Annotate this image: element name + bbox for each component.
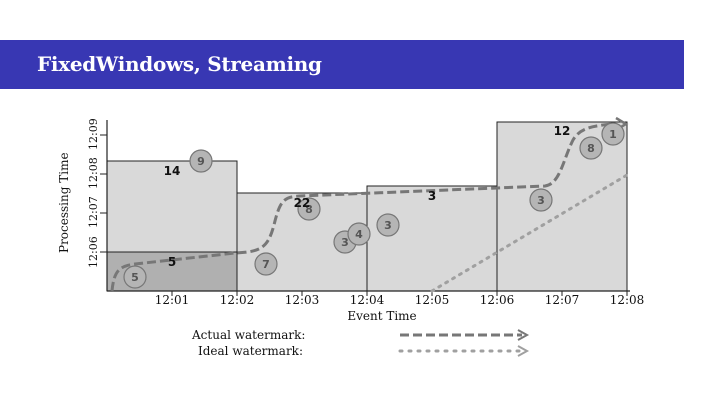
y-tick-label: 12:09 [87, 118, 100, 150]
title-bar: FixedWindows, Streaming [0, 40, 684, 89]
x-tick-label: 12:02 [220, 293, 255, 307]
x-tick-label: 12:07 [545, 293, 580, 307]
data-point-label: 3 [341, 236, 349, 249]
x-tick-label: 12:04 [350, 293, 385, 307]
legend-label-ideal: Ideal watermark: [198, 344, 303, 358]
data-point-label: 8 [305, 203, 313, 216]
x-tick-label: 12:03 [285, 293, 320, 307]
x-axis-label: Event Time [347, 309, 416, 323]
actual-watermark-line [110, 122, 613, 292]
y-tick-label: 12:07 [87, 196, 100, 228]
data-point: 1 [601, 122, 625, 146]
window-result: 22 [294, 196, 311, 210]
data-point-label: 1 [609, 128, 617, 141]
ideal-watermark-line [430, 173, 629, 293]
window-result: 12 [554, 124, 571, 138]
legend-arrowhead-ideal [517, 345, 530, 357]
window-result: 3 [428, 189, 436, 203]
data-point-label: 3 [537, 194, 545, 207]
window-result: 5 [168, 255, 176, 269]
data-point: 9 [189, 149, 213, 173]
x-tick-label: 12:05 [415, 293, 450, 307]
pane-12-06-12-08 [496, 121, 628, 292]
y-tick-label: 12:06 [87, 236, 100, 268]
x-tick-label: 12:06 [480, 293, 515, 307]
window-result: 14 [164, 164, 181, 178]
legend-arrowhead-actual [517, 329, 530, 341]
legend-label-actual: Actual watermark: [191, 328, 305, 342]
y-axis-label: Processing Time [57, 152, 71, 253]
data-point: 8 [579, 136, 603, 160]
data-point-label: 7 [262, 258, 270, 271]
data-point: 7 [254, 252, 278, 276]
data-point-label: 8 [587, 142, 595, 155]
x-tick-label: 12:01 [155, 293, 190, 307]
pane-12-04-12-06 [366, 185, 498, 292]
y-tick-label: 12:08 [87, 157, 100, 189]
x-tick-label: 12:08 [610, 293, 645, 307]
legend: Actual watermark: Ideal watermark: [191, 328, 530, 358]
data-point: 5 [123, 265, 147, 289]
y-ticks [100, 134, 107, 253]
data-point-label: 4 [355, 228, 363, 241]
data-point: 4 [347, 222, 371, 246]
data-point-label: 5 [131, 271, 139, 284]
slide-title: FixedWindows, Streaming [37, 52, 322, 76]
data-point: 3 [376, 213, 400, 237]
data-point: 8 [297, 197, 321, 221]
data-point-label: 3 [384, 219, 392, 232]
data-point-label: 9 [197, 155, 205, 168]
data-point: 3 [529, 188, 553, 212]
